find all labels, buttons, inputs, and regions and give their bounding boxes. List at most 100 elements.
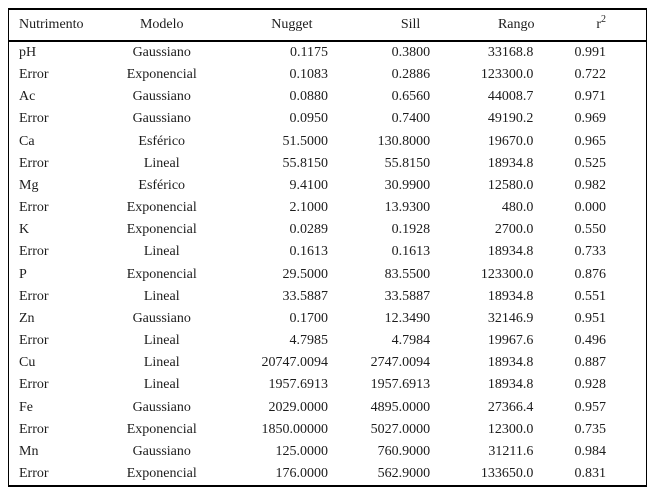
cell-sill: 0.6560 [391, 89, 431, 105]
cell-rango: 27366.4 [487, 399, 534, 415]
cell-r2: 0.991 [574, 45, 607, 60]
cell-sill: 130.8000 [377, 133, 431, 149]
cell-modelo: Exponencial [126, 222, 197, 238]
cell-nutrimento: Error [19, 67, 49, 83]
cell-r2: 0.550 [574, 222, 607, 238]
cell-modelo: Gaussiano [132, 45, 191, 60]
column-header-sill: Sill [400, 17, 421, 32]
cell-modelo: Lineal [143, 244, 180, 260]
cell-nugget: 51.5000 [282, 133, 329, 149]
cell-rango: 2700.0 [494, 222, 534, 238]
cell-r2: 0.971 [574, 89, 607, 105]
cell-sill: 30.9900 [384, 177, 431, 193]
cell-r2: 0.984 [574, 443, 607, 459]
column-header-nugget: Nugget [271, 17, 313, 32]
cell-modelo: Gaussiano [132, 111, 191, 127]
cell-modelo: Exponencial [126, 421, 197, 437]
cell-nugget: 1850.00000 [261, 421, 329, 437]
cell-modelo: Lineal [143, 288, 180, 304]
cell-r2: 0.733 [574, 244, 607, 260]
cell-nutrimento: Zn [19, 310, 35, 326]
cell-nugget: 2.1000 [289, 200, 329, 216]
cell-nutrimento: Error [19, 377, 49, 393]
cell-r2: 0.969 [574, 111, 607, 127]
cell-modelo: Lineal [143, 377, 180, 393]
cell-r2: 0.876 [574, 266, 607, 282]
table-row: Error Lineal 55.8150 55.8150 18934.8 0.525 [9, 153, 647, 175]
table-row: Error Exponencial 0.1083 0.2886 123300.0 0.72… [9, 64, 647, 86]
cell-rango: 19967.6 [487, 333, 534, 349]
cell-r2: 0.957 [574, 399, 607, 415]
cell-modelo: Exponencial [126, 200, 197, 216]
cell-modelo: Gaussiano [132, 443, 191, 459]
table-header: Nutrimento Modelo Nugget Sill Rango r2 [8, 9, 647, 41]
column-header-rango: Rango [497, 17, 535, 32]
semivariogram-table-container: Nutrimento Modelo Nugget Sill Rango r2 p… [8, 8, 647, 488]
table-row: Error Lineal 0.1613 0.1613 18934.8 0.733 [9, 241, 647, 263]
cell-r2: 0.928 [574, 377, 607, 393]
cell-modelo: Exponencial [126, 67, 197, 83]
cell-modelo: Gaussiano [132, 399, 191, 415]
cell-nutrimento: Cu [19, 355, 36, 371]
table-row: pH Gaussiano 0.1175 0.3800 33168.8 0.991 [9, 41, 647, 64]
cell-sill: 1957.6913 [370, 377, 431, 393]
cell-sill: 0.2886 [391, 67, 431, 83]
table-row: P Exponencial 29.5000 83.5500 123300.0 0.876 [9, 264, 647, 286]
cell-r2: 0.887 [574, 355, 607, 371]
cell-modelo: Esférico [138, 133, 186, 149]
cell-r2: 0.982 [574, 177, 607, 193]
cell-nutrimento: Mn [19, 443, 39, 459]
cell-nugget: 20747.0094 [261, 355, 329, 371]
cell-nutrimento: Error [19, 200, 49, 216]
cell-r2: 0.831 [574, 465, 607, 481]
cell-sill: 5027.0000 [370, 421, 431, 437]
cell-r2: 0.496 [574, 333, 607, 349]
cell-modelo: Esférico [138, 177, 186, 193]
cell-rango: 123300.0 [480, 67, 534, 83]
cell-modelo: Lineal [143, 155, 180, 171]
cell-rango: 12300.0 [487, 421, 534, 437]
cell-r2: 0.722 [574, 67, 607, 83]
table-row: Error Gaussiano 0.0950 0.7400 49190.2 0.969 [9, 108, 647, 130]
cell-nugget: 0.0950 [289, 111, 329, 127]
cell-sill: 562.9000 [377, 465, 431, 481]
cell-sill: 13.9300 [384, 200, 431, 216]
table-row: Ac Gaussiano 0.0880 0.6560 44008.7 0.971 [9, 86, 647, 108]
semivariogram-table: Nutrimento Modelo Nugget Sill Rango r2 p… [8, 8, 647, 488]
cell-rango: 12580.0 [487, 177, 534, 193]
cell-sill: 33.5887 [384, 288, 431, 304]
cell-nugget: 29.5000 [282, 266, 329, 282]
cell-nutrimento: Error [19, 244, 49, 260]
cell-sill: 2747.0094 [370, 355, 431, 371]
table-row: Fe Gaussiano 2029.0000 4895.0000 27366.4 0.95… [9, 397, 647, 419]
cell-nutrimento: Error [19, 111, 49, 127]
cell-sill: 760.9000 [377, 443, 431, 459]
cell-nugget: 0.1083 [289, 67, 329, 83]
cell-nugget: 1957.6913 [268, 377, 329, 393]
cell-rango: 18934.8 [487, 377, 534, 393]
r2-base: r [596, 17, 601, 32]
cell-nugget: 4.7985 [289, 333, 329, 349]
cell-nugget: 0.0880 [289, 89, 329, 105]
cell-modelo: Gaussiano [132, 89, 191, 105]
cell-modelo: Lineal [143, 355, 180, 371]
r2-superscript: 2 [601, 14, 606, 25]
cell-rango: 18934.8 [487, 355, 534, 371]
table-row: Error Exponencial 2.1000 13.9300 480.0 0.000 [9, 197, 647, 219]
cell-nutrimento: Fe [19, 399, 33, 415]
cell-nugget: 0.1175 [290, 45, 329, 60]
cell-sill: 83.5500 [384, 266, 431, 282]
cell-rango: 32146.9 [487, 310, 534, 326]
cell-nugget: 176.0000 [275, 465, 329, 481]
cell-rango: 49190.2 [487, 111, 534, 127]
cell-rango: 480.0 [501, 200, 534, 216]
cell-r2: 0.965 [574, 133, 607, 149]
cell-rango: 44008.7 [487, 89, 534, 105]
cell-nugget: 0.1613 [289, 244, 329, 260]
column-header-modelo: Modelo [139, 17, 184, 32]
table-row: Error Lineal 33.5887 33.5887 18934.8 0.551 [9, 286, 647, 308]
cell-nugget: 33.5887 [282, 288, 329, 304]
cell-nutrimento: Error [19, 155, 49, 171]
cell-nugget: 0.1700 [289, 310, 329, 326]
cell-modelo: Exponencial [126, 465, 197, 481]
